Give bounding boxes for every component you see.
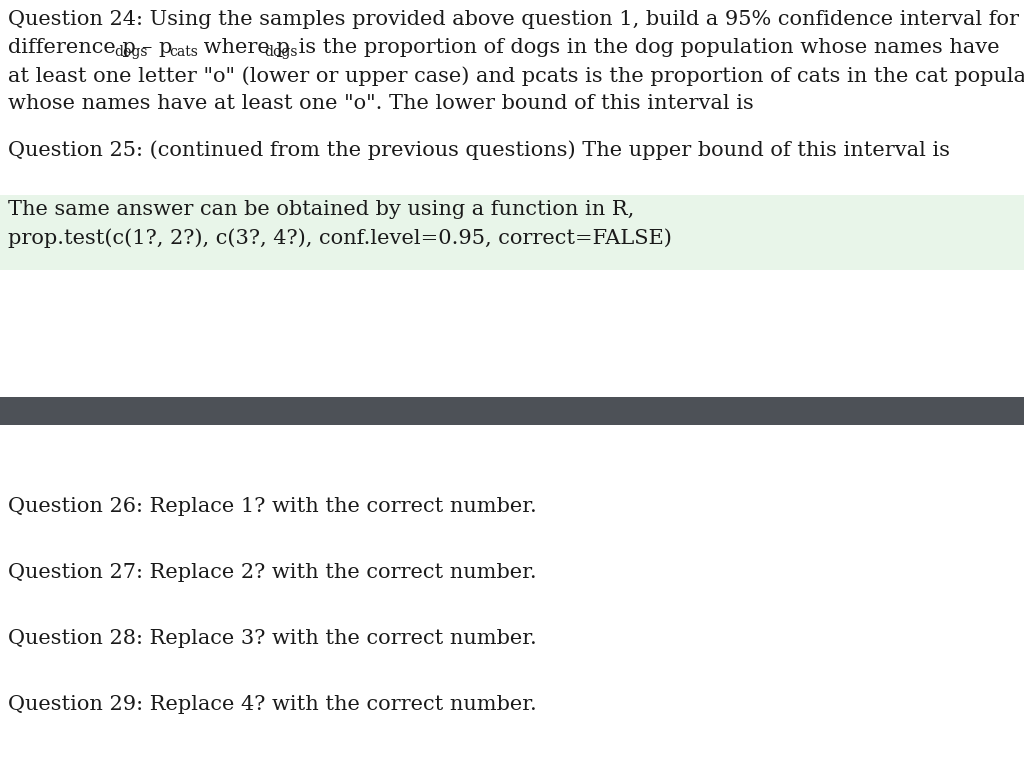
Text: whose names have at least one "o". The lower bound of this interval is: whose names have at least one "o". The l… (8, 94, 754, 113)
Text: – p: – p (142, 38, 172, 57)
Text: where p: where p (197, 38, 290, 57)
Text: dogs: dogs (114, 45, 147, 59)
Text: at least one letter "o" (lower or upper case) and pcats is the proportion of cat: at least one letter "o" (lower or upper … (8, 66, 1024, 85)
Text: Question 26: Replace 1? with the correct number.: Question 26: Replace 1? with the correct… (8, 497, 537, 516)
Bar (0, 397, 1024, 425)
Text: Question 24: Using the samples provided above question 1, build a 95% confidence: Question 24: Using the samples provided … (8, 10, 1024, 29)
Text: Question 25: (continued from the previous questions) The upper bound of this int: Question 25: (continued from the previou… (8, 140, 950, 159)
Text: Question 29: Replace 4? with the correct number.: Question 29: Replace 4? with the correct… (8, 695, 537, 714)
Text: difference p: difference p (8, 38, 136, 57)
Text: is the proportion of dogs in the dog population whose names have: is the proportion of dogs in the dog pop… (292, 38, 999, 57)
Text: prop.test(c(1?, 2?), c(3?, 4?), conf.level=0.95, correct=FALSE): prop.test(c(1?, 2?), c(3?, 4?), conf.lev… (8, 228, 672, 248)
Text: Question 27: Replace 2? with the correct number.: Question 27: Replace 2? with the correct… (8, 563, 537, 582)
Text: dogs: dogs (264, 45, 298, 59)
Text: The same answer can be obtained by using a function in R,: The same answer can be obtained by using… (8, 200, 634, 219)
Bar (0, 195, 1024, 270)
Text: cats: cats (169, 45, 198, 59)
Text: Question 28: Replace 3? with the correct number.: Question 28: Replace 3? with the correct… (8, 629, 537, 648)
